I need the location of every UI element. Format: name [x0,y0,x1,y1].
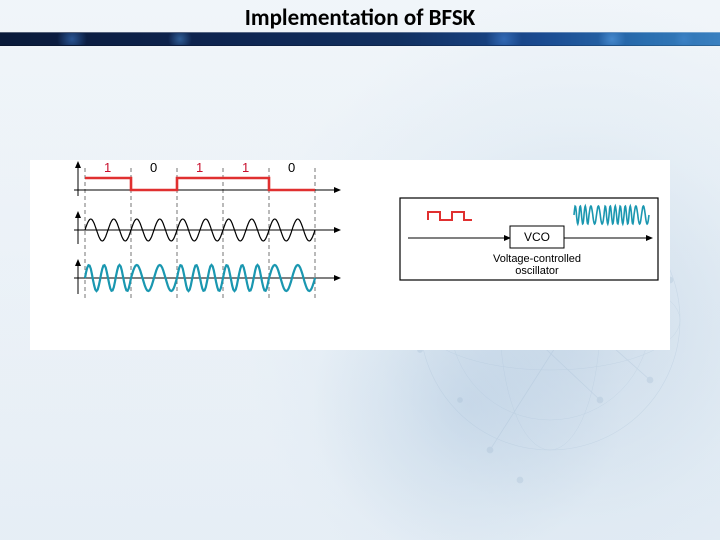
modulated-row [74,260,340,294]
carrier-row [74,212,340,244]
digital-signal-row [74,162,340,196]
timing-diagrams: 1 0 1 1 0 [74,160,340,300]
bit-labels: 1 0 1 1 0 [104,160,295,175]
bit-4: 0 [288,160,295,175]
bit-1: 0 [150,160,157,175]
bit-0: 1 [104,160,111,175]
slide-title: Implementation of BFSK [0,4,720,32]
bit-2: 1 [196,160,203,175]
bit-3: 1 [242,160,249,175]
block-diagram: VCO Voltage-controlled oscillator [400,198,658,280]
vco-caption-1: Voltage-controlled [493,253,581,265]
carrier-waveform [85,219,315,241]
digital-waveform [85,178,315,190]
bfsk-diagram-svg: 1 0 1 1 0 VCO [30,160,670,330]
vco-caption-2: oscillator [515,265,559,277]
vco-label: VCO [524,230,550,244]
header-band [0,32,720,46]
diagram-panel: 1 0 1 1 0 VCO [30,160,670,350]
